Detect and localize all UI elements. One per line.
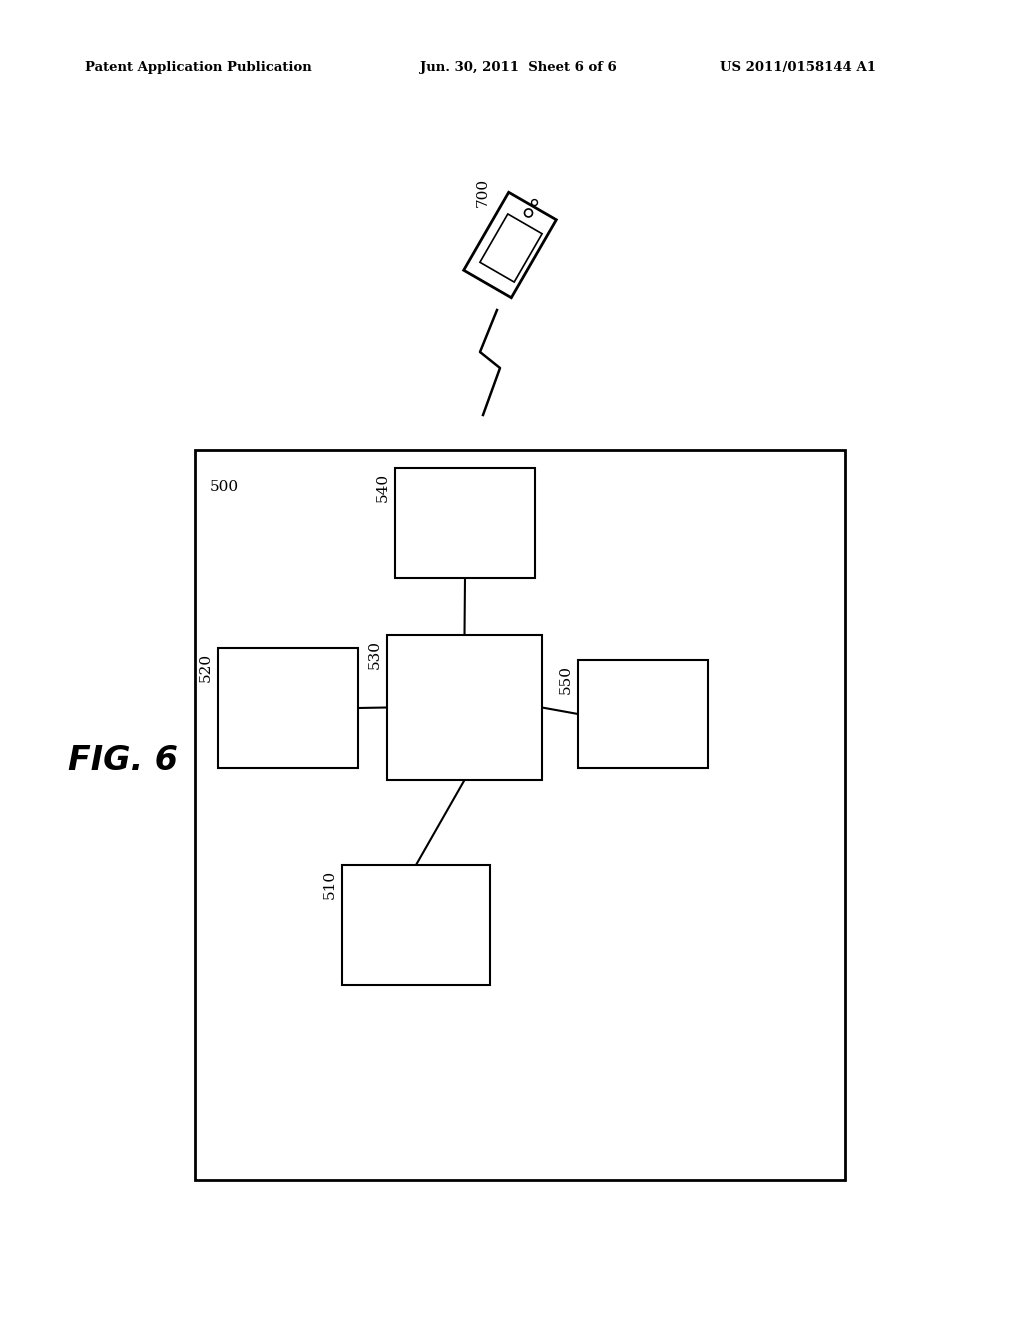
Text: 540: 540 — [376, 473, 390, 502]
Text: 520: 520 — [199, 653, 213, 682]
Bar — [342, 865, 490, 985]
Text: 550: 550 — [559, 665, 573, 694]
Bar — [218, 648, 358, 768]
Bar — [395, 469, 535, 578]
Text: FIG. 6: FIG. 6 — [68, 743, 178, 776]
Polygon shape — [464, 193, 556, 298]
Text: TRAFFIC
MEASURING
UNIT: TRAFFIC MEASURING UNIT — [248, 685, 328, 731]
Bar — [578, 660, 708, 768]
Text: 700: 700 — [476, 177, 490, 206]
Text: 530: 530 — [368, 640, 382, 669]
Polygon shape — [480, 214, 542, 282]
Text: N-VALUE
DECISION
UNIT: N-VALUE DECISION UNIT — [433, 499, 497, 546]
Bar — [195, 450, 845, 1180]
Text: SLEEP
DURATION
MANAGING
UNIT: SLEEP DURATION MANAGING UNIT — [380, 894, 453, 957]
Text: MODE
TRANSITION
DETERMINATION
UNIT: MODE TRANSITION DETERMINATION UNIT — [410, 676, 519, 739]
Text: Jun. 30, 2011  Sheet 6 of 6: Jun. 30, 2011 Sheet 6 of 6 — [420, 62, 616, 74]
Text: PACKET
CONTROL
UNIT: PACKET CONTROL UNIT — [610, 690, 675, 738]
Text: 500: 500 — [210, 480, 240, 494]
Bar — [387, 635, 542, 780]
Text: Patent Application Publication: Patent Application Publication — [85, 62, 311, 74]
Text: US 2011/0158144 A1: US 2011/0158144 A1 — [720, 62, 876, 74]
Text: 510: 510 — [323, 870, 337, 899]
